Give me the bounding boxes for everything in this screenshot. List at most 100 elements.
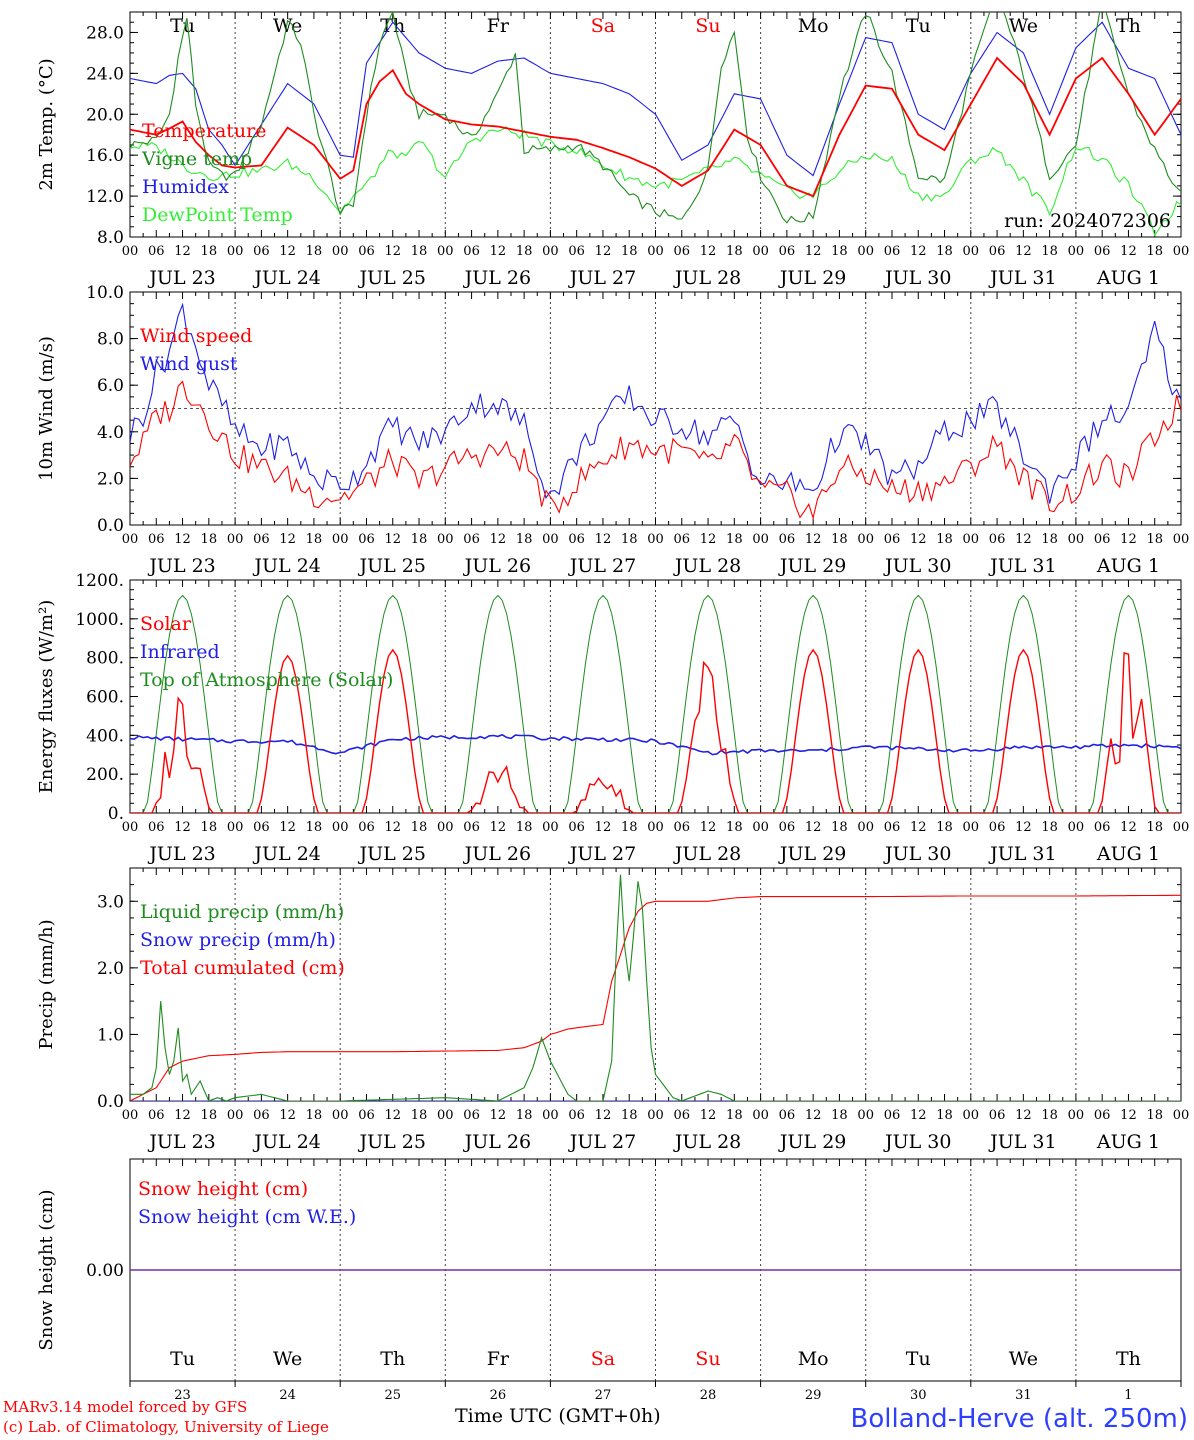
hour-tick-label: 18 — [936, 532, 953, 547]
hour-tick-label: 00 — [1173, 1108, 1190, 1123]
date-label: JUL 29 — [778, 267, 846, 289]
hour-tick-label: 00 — [752, 820, 769, 835]
credit-model: MARv3.14 model forced by GFS — [3, 1398, 248, 1416]
hour-tick-label: 18 — [726, 532, 743, 547]
hour-tick-label: 18 — [201, 244, 218, 259]
hour-tick-label: 18 — [1041, 820, 1058, 835]
hour-tick-label: 00 — [857, 532, 874, 547]
hour-tick-label: 12 — [805, 244, 822, 259]
hour-tick-label: 06 — [358, 532, 375, 547]
hour-tick-label: 18 — [306, 244, 323, 259]
hour-tick-label: 12 — [279, 244, 296, 259]
hour-tick-label: 06 — [148, 244, 165, 259]
hour-tick-label: 18 — [411, 1108, 428, 1123]
weekday-label: Mo — [798, 1348, 829, 1370]
y-tick-label: 8.0 — [97, 330, 124, 350]
legend-entry: Wind gust — [140, 353, 238, 375]
date-label: JUL 24 — [252, 1131, 320, 1153]
hour-tick-label: 12 — [174, 1108, 191, 1123]
weekday-label: Sa — [591, 15, 615, 37]
hour-tick-label: 12 — [384, 244, 401, 259]
hour-tick-label: 00 — [752, 1108, 769, 1123]
hour-tick-label: 00 — [437, 820, 454, 835]
hour-tick-label: 06 — [253, 244, 270, 259]
hour-tick-label: 12 — [384, 1108, 401, 1123]
weekday-label: Fr — [487, 1348, 510, 1370]
date-label: JUL 25 — [358, 267, 426, 289]
y-tick-label: 1200. — [75, 571, 124, 591]
hour-tick-label: 18 — [726, 1108, 743, 1123]
y-tick-label: 8.0 — [97, 228, 124, 248]
hour-tick-label: 18 — [621, 244, 638, 259]
hour-tick-label: 00 — [963, 244, 980, 259]
hour-tick-label: 06 — [674, 532, 691, 547]
legend-entry: Top of Atmosphere (Solar) — [140, 669, 393, 691]
hour-tick-label: 00 — [1068, 244, 1085, 259]
hour-tick-label: 00 — [437, 1108, 454, 1123]
hour-tick-label: 18 — [411, 820, 428, 835]
hour-tick-label: 12 — [1015, 532, 1032, 547]
hour-tick-label: 18 — [516, 1108, 533, 1123]
hour-tick-label: 12 — [910, 532, 927, 547]
hour-tick-label: 06 — [779, 532, 796, 547]
weekday-label: Tu — [906, 1348, 931, 1370]
hour-tick-label: 06 — [1094, 532, 1111, 547]
hour-tick-label: 00 — [752, 244, 769, 259]
hour-tick-label: 00 — [122, 244, 139, 259]
hour-tick-label: 12 — [1015, 1108, 1032, 1123]
hour-tick-label: 18 — [411, 532, 428, 547]
hour-tick-label: 12 — [1120, 532, 1137, 547]
day-number: 1 — [1124, 1388, 1132, 1403]
hour-tick-label: 06 — [884, 244, 901, 259]
hour-tick-label: 12 — [595, 820, 612, 835]
weekday-label: Tu — [906, 15, 931, 37]
series-dewpoint-temp — [130, 126, 1181, 237]
hour-tick-label: 18 — [1146, 244, 1163, 259]
y-tick-label: 10.0 — [86, 283, 124, 303]
hour-tick-label: 06 — [989, 820, 1006, 835]
hour-tick-label: 06 — [989, 244, 1006, 259]
hour-tick-label: 00 — [542, 244, 559, 259]
hour-tick-label: 18 — [936, 820, 953, 835]
y-tick-label: 800. — [86, 649, 124, 669]
credit-lab: (c) Lab. of Climatology, University of L… — [3, 1418, 329, 1436]
hour-tick-label: 00 — [1173, 820, 1190, 835]
hour-tick-label: 00 — [647, 532, 664, 547]
hour-tick-label: 12 — [595, 1108, 612, 1123]
legend-entry: Humidex — [142, 176, 229, 198]
day-number: 23 — [174, 1388, 191, 1403]
hour-tick-label: 12 — [490, 532, 507, 547]
hour-tick-label: 00 — [752, 532, 769, 547]
hour-tick-label: 06 — [148, 532, 165, 547]
hour-tick-label: 18 — [621, 1108, 638, 1123]
date-label: JUL 30 — [883, 843, 951, 865]
hour-tick-label: 12 — [910, 1108, 927, 1123]
hour-tick-label: 12 — [1120, 1108, 1137, 1123]
hour-tick-label: 00 — [647, 244, 664, 259]
panel-5: 0.00 Snow height (cm) Snow height (cm) Snow… — [36, 1158, 1182, 1403]
day-number: 28 — [700, 1388, 717, 1403]
weekday-label: Su — [695, 15, 720, 37]
hour-tick-label: 06 — [253, 532, 270, 547]
hour-tick-label: 18 — [516, 244, 533, 259]
hour-tick-label: 06 — [463, 244, 480, 259]
y-axis-label: Energy fluxes (W/m²) — [36, 600, 57, 794]
panel-3: 0. 200. 400. 600. 800. 1000. 1200. Energy fluxe… — [36, 571, 1189, 865]
series-wind-speed — [130, 380, 1181, 520]
hour-tick-label: 06 — [463, 532, 480, 547]
hour-tick-label: 18 — [1146, 1108, 1163, 1123]
legend-entry: Snow height (cm W.E.) — [138, 1206, 356, 1228]
weekday-label: Th — [380, 15, 405, 37]
date-label: JUL 27 — [568, 843, 636, 865]
hour-tick-label: 12 — [384, 820, 401, 835]
hour-tick-label: 00 — [542, 1108, 559, 1123]
hour-tick-label: 12 — [595, 244, 612, 259]
legend-entry: Snow precip (mm/h) — [140, 929, 336, 951]
hour-tick-label: 18 — [831, 1108, 848, 1123]
hour-tick-label: 00 — [1173, 532, 1190, 547]
weekday-label: Mo — [798, 15, 829, 37]
hour-tick-label: 12 — [805, 820, 822, 835]
hour-tick-label: 12 — [700, 820, 717, 835]
hour-tick-label: 06 — [674, 244, 691, 259]
hour-tick-label: 12 — [490, 820, 507, 835]
